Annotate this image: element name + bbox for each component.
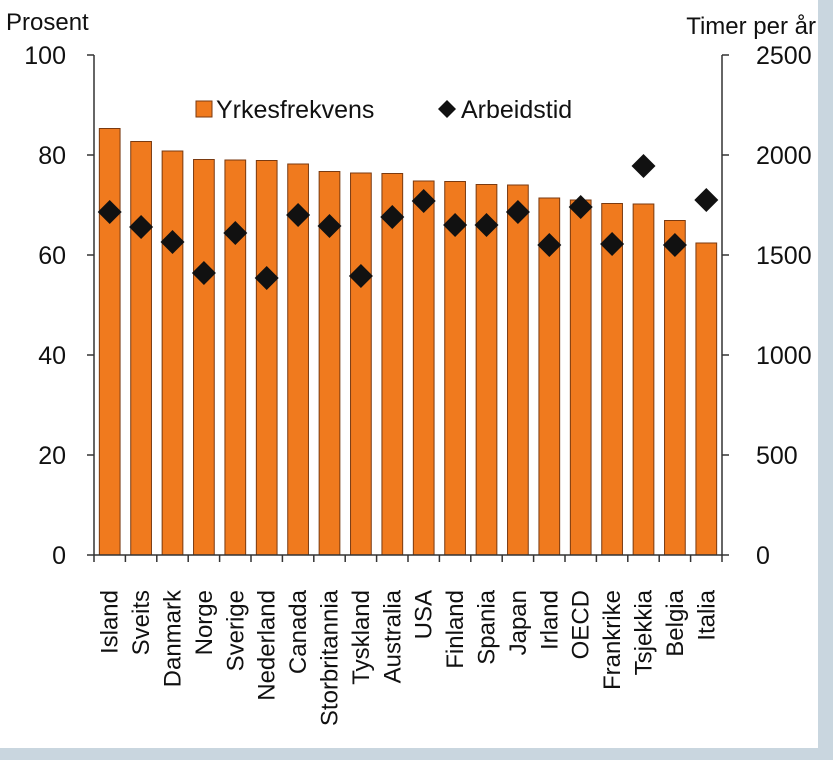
legend-marker-arbeidstid [438,100,456,118]
marker-canada [286,203,311,227]
x-label-canada: Canada [285,589,312,674]
x-label-usa: USA [411,590,438,639]
x-label-tsjekkia: Tsjekkia [631,589,658,675]
bar-tsjekkia [632,203,655,556]
left-tick-label: 0 [52,542,66,570]
marker-danmark [160,230,185,254]
bar-belgia [664,220,686,556]
marker-oecd [568,195,593,219]
marker-sverige [223,221,248,245]
x-label-irland: Irland [536,590,563,650]
bar-nederland [255,160,278,556]
x-label-island: Island [97,590,124,654]
marker-tsjekkia [631,154,656,178]
marker-island [97,200,122,224]
bar-italia [695,242,718,556]
bar-spania [475,184,498,556]
x-label-storbritannia: Storbritannia [317,589,344,726]
legend: Yrkesfrekvens Arbeidstid [195,96,572,124]
x-label-japan: Japan [505,590,532,655]
x-label-belgia: Belgia [662,589,689,656]
marker-australia [380,205,405,229]
legend-label-yrkesfrekvens: Yrkesfrekvens [216,96,374,124]
right-tick-label: 1500 [756,242,812,270]
marker-tyskland [348,264,373,288]
marker-belgia [662,233,687,257]
left-tick-label: 80 [38,142,66,170]
marker-nederland [254,266,279,290]
left-tick-label: 40 [38,342,66,370]
marker-finland [443,213,468,237]
marker-norge [191,261,216,285]
bar-island [98,128,121,556]
bar-sveits [130,141,152,556]
right-tick-label: 2000 [756,142,812,170]
bar-usa [412,180,435,556]
x-label-oecd: OECD [568,590,595,659]
bar-sverige [224,159,247,556]
x-label-sveits: Sveits [128,590,155,655]
marker-storbritannia [317,214,342,238]
window-edge-bottom [0,748,833,760]
x-label-sverige: Sverige [222,590,249,671]
bar-australia [381,173,404,556]
x-label-tyskland: Tyskland [348,590,375,685]
x-label-norge: Norge [191,590,218,655]
bar-frankrike [601,203,623,556]
marker-spania [474,213,499,237]
marker-italia [694,188,719,212]
bar-danmark [161,150,184,556]
marker-sveits [129,215,154,239]
x-label-italia: Italia [693,589,720,640]
legend-label-arbeidstid: Arbeidstid [461,96,572,124]
bar-japan [507,184,529,556]
marker-japan [505,200,530,224]
right-tick-label: 1000 [756,342,812,370]
left-tick-label: 60 [38,242,66,270]
marker-usa [411,189,436,213]
x-label-spania: Spania [474,589,501,664]
left-tick-label: 20 [38,442,66,470]
marker-frankrike [600,232,625,256]
x-label-australia: Australia [379,589,406,683]
bar-tyskland [350,172,372,556]
left-tick-label: 100 [24,42,66,70]
right-axis-label: Timer per år [686,13,816,40]
x-label-finland: Finland [442,590,469,669]
x-label-frankrike: Frankrike [599,590,626,690]
bar-finland [444,181,466,556]
right-tick-label: 0 [756,542,770,570]
left-axis-label: Prosent [6,9,89,36]
marker-irland [537,233,562,257]
x-label-nederland: Nederland [254,590,281,701]
right-tick-label: 2500 [756,42,812,70]
bar-oecd [569,199,592,556]
x-label-danmark: Danmark [160,589,187,687]
right-tick-label: 500 [756,442,798,470]
window-edge-right [818,0,833,760]
legend-swatch-yrkesfrekvens [195,100,213,118]
bar-norge [193,159,215,556]
